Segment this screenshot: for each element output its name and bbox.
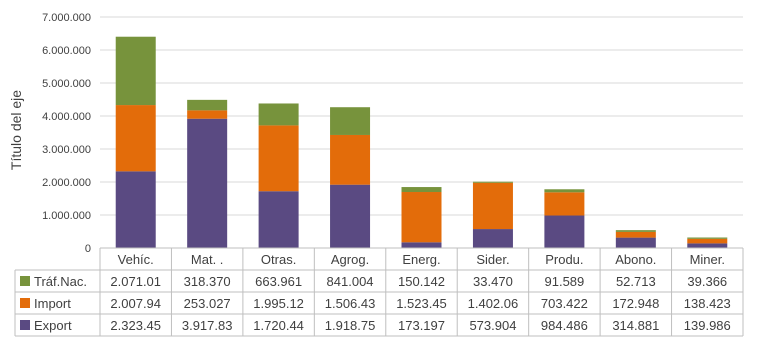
y-tick-label: 6.000.000 xyxy=(42,45,91,57)
data-label: 138.423 xyxy=(684,296,731,311)
data-label: 314.881 xyxy=(612,318,659,333)
data-label: 1.506.43 xyxy=(325,296,376,311)
y-axis-ticks: 0 1.000.000 2.000.000 3.000.000 4.000.000 5.0… xyxy=(42,12,91,255)
legend-swatch xyxy=(20,276,30,286)
bar-segment-tr-f-nac- xyxy=(401,187,442,193)
data-label: 841.004 xyxy=(327,274,374,289)
data-label: 2.007.94 xyxy=(110,296,161,311)
bar-segment-tr-f-nac- xyxy=(687,237,728,239)
y-axis-label: Título del eje xyxy=(8,90,24,170)
x-tick-label: Sider. xyxy=(476,252,509,267)
legend-swatch xyxy=(20,320,30,330)
bar-segment-import xyxy=(187,110,228,119)
y-tick-label: 0 xyxy=(85,243,91,255)
data-label: 703.422 xyxy=(541,296,588,311)
bar-segment-import xyxy=(687,238,728,244)
legend-label: Import xyxy=(34,296,71,311)
bar-segment-import xyxy=(615,231,656,238)
bar-segment-import xyxy=(401,192,442,243)
data-label: 984.486 xyxy=(541,318,588,333)
bar-segment-import xyxy=(258,125,299,192)
bar-segment-tr-f-nac- xyxy=(187,99,228,111)
data-label: 1.720.44 xyxy=(253,318,304,333)
bar-segment-export xyxy=(187,118,228,248)
data-label: 1.918.75 xyxy=(325,318,376,333)
data-table: Vehíc. Mat. . Otras. Agrog. Energ. Sider. Prod… xyxy=(14,247,744,337)
bar-segment-export xyxy=(258,191,299,248)
x-tick-label: Vehíc. xyxy=(118,252,154,267)
x-tick-label: Abono. xyxy=(615,252,656,267)
y-tick-label: 1.000.000 xyxy=(42,210,91,222)
bar-segment-tr-f-nac- xyxy=(544,189,585,193)
x-tick-label: Otras. xyxy=(261,252,296,267)
x-tick-label: Agrog. xyxy=(331,252,369,267)
bar-segment-export xyxy=(401,242,442,248)
data-label: 2.323.45 xyxy=(110,318,161,333)
data-label: 2.071.01 xyxy=(110,274,161,289)
data-label: 139.986 xyxy=(684,318,731,333)
bar-segment-tr-f-nac- xyxy=(615,230,656,232)
bar-segment-tr-f-nac- xyxy=(472,181,513,183)
legend-label: Export xyxy=(34,318,72,333)
data-label: 39.366 xyxy=(687,274,727,289)
data-label: 1.402.06 xyxy=(468,296,519,311)
data-label: 173.197 xyxy=(398,318,445,333)
y-tick-label: 4.000.000 xyxy=(42,111,91,123)
bar-segment-import xyxy=(472,182,513,230)
y-tick-label: 5.000.000 xyxy=(42,78,91,90)
x-tick-label: Miner. xyxy=(690,252,725,267)
data-label: 33.470 xyxy=(473,274,513,289)
data-label: 573.904 xyxy=(469,318,516,333)
y-tick-label: 2.000.000 xyxy=(42,177,91,189)
bar-segment-tr-f-nac- xyxy=(258,103,299,126)
data-label: 318.370 xyxy=(184,274,231,289)
bar-segment-import xyxy=(544,192,585,216)
data-label: 3.917.83 xyxy=(182,318,233,333)
bar-segment-tr-f-nac- xyxy=(115,36,156,106)
bar-segment-export xyxy=(472,229,513,248)
bar-segment-export xyxy=(615,237,656,248)
data-label: 1.523.45 xyxy=(396,296,447,311)
bars xyxy=(115,36,728,248)
bar-segment-export xyxy=(544,215,585,248)
y-tick-label: 7.000.000 xyxy=(42,12,91,24)
data-label: 91.589 xyxy=(545,274,585,289)
x-tick-label: Mat. . xyxy=(191,252,224,267)
bar-segment-import xyxy=(330,134,371,185)
data-label: 663.961 xyxy=(255,274,302,289)
bar-segment-export xyxy=(687,243,728,248)
bar-segment-import xyxy=(115,105,156,172)
x-tick-label: Energ. xyxy=(402,252,440,267)
legend-swatch xyxy=(20,298,30,308)
y-tick-label: 3.000.000 xyxy=(42,144,91,156)
x-tick-label: Produ. xyxy=(545,252,583,267)
data-label: 172.948 xyxy=(612,296,659,311)
data-label: 52.713 xyxy=(616,274,656,289)
bar-segment-export xyxy=(330,184,371,248)
data-label: 1.995.12 xyxy=(253,296,304,311)
data-label: 253.027 xyxy=(184,296,231,311)
bar-segment-tr-f-nac- xyxy=(330,107,371,135)
data-label: 150.142 xyxy=(398,274,445,289)
bar-segment-export xyxy=(115,171,156,248)
legend-label: Tráf.Nac. xyxy=(34,274,87,289)
